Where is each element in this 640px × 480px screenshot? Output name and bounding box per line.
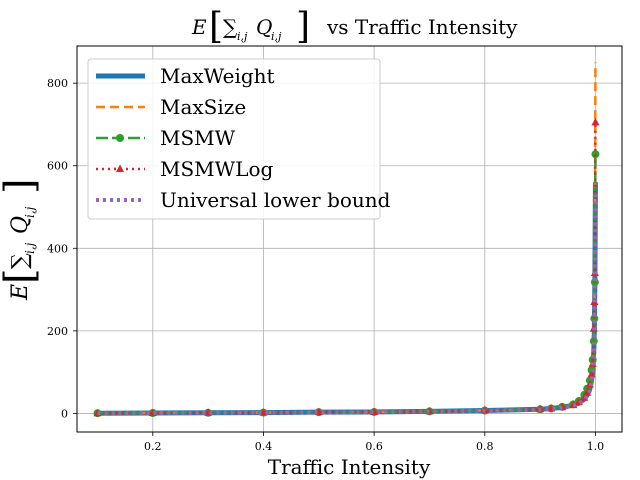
- series-line: [97, 190, 598, 416]
- title-q-subscript: i,j: [271, 30, 282, 43]
- ylabel-q-subscript: i,j: [23, 206, 37, 218]
- x-tick-label: 1.0: [587, 440, 605, 453]
- data-point: [583, 388, 592, 396]
- title-q: Q: [256, 15, 272, 39]
- data-point: [587, 369, 596, 378]
- legend-item: MaxWeight: [96, 64, 275, 88]
- title-left-bracket: [: [209, 6, 223, 47]
- y-tick-label: 800: [47, 77, 68, 90]
- legend-label: Universal lower bound: [160, 188, 391, 212]
- ylabel-sum-subscript: i,j: [23, 242, 37, 254]
- title-sum-symbol: ∑: [223, 15, 238, 39]
- x-tick-label: 0.2: [144, 440, 162, 453]
- ylabel-left-bracket: [: [0, 268, 43, 284]
- x-tick-label: 0.8: [476, 440, 494, 453]
- chart-title: E: [191, 15, 207, 39]
- ticks: 0.2 0.4 0.6 0.8 1.0 0 200 400 600 800: [47, 77, 604, 453]
- axes-frame: [76, 45, 623, 433]
- x-axis-label: Traffic Intensity: [268, 455, 431, 479]
- series-universal-lower-bound: [97, 190, 598, 416]
- plot-series: [93, 62, 600, 418]
- series-line: [97, 122, 597, 415]
- y-tick-label: 400: [47, 242, 68, 255]
- legend-item: MSMW: [96, 126, 236, 150]
- data-point: [591, 117, 600, 126]
- y-axis-label: E [ ∑ i,j Q i,j ]: [0, 178, 43, 301]
- data-point: [591, 150, 600, 159]
- legend-marker: [116, 164, 124, 172]
- ylabel-sum-symbol: ∑: [8, 253, 33, 269]
- legend-label: MaxWeight: [160, 64, 275, 88]
- legend-marker: [116, 134, 124, 142]
- legend-item: MaxSize: [96, 95, 246, 119]
- x-tick-label: 0.4: [255, 440, 273, 453]
- y-tick-label: 200: [47, 325, 68, 338]
- title-suffix: vs Traffic Intensity: [326, 15, 518, 39]
- ylabel-q: Q: [8, 216, 33, 234]
- title-right-bracket: ]: [296, 6, 310, 47]
- legend-label: MSMW: [160, 126, 236, 150]
- legend: MaxWeight MaxSize MSMW MSMWLog Universal low…: [87, 58, 391, 220]
- legend-box: [87, 58, 381, 220]
- legend-label: MaxSize: [160, 95, 246, 119]
- ylabel-expectation: E: [8, 284, 33, 301]
- legend-item: Universal lower bound: [96, 188, 391, 212]
- legend-item: MSMWLog: [96, 157, 274, 181]
- y-tick-label: 600: [47, 160, 68, 173]
- ylabel-right-bracket: ]: [0, 178, 43, 194]
- title-expectation: E: [191, 15, 207, 39]
- y-tick-label: 0: [61, 407, 68, 420]
- legend-label: MSMWLog: [160, 157, 274, 181]
- x-tick-label: 0.6: [365, 440, 383, 453]
- title-sum-subscript: i,j: [237, 30, 248, 43]
